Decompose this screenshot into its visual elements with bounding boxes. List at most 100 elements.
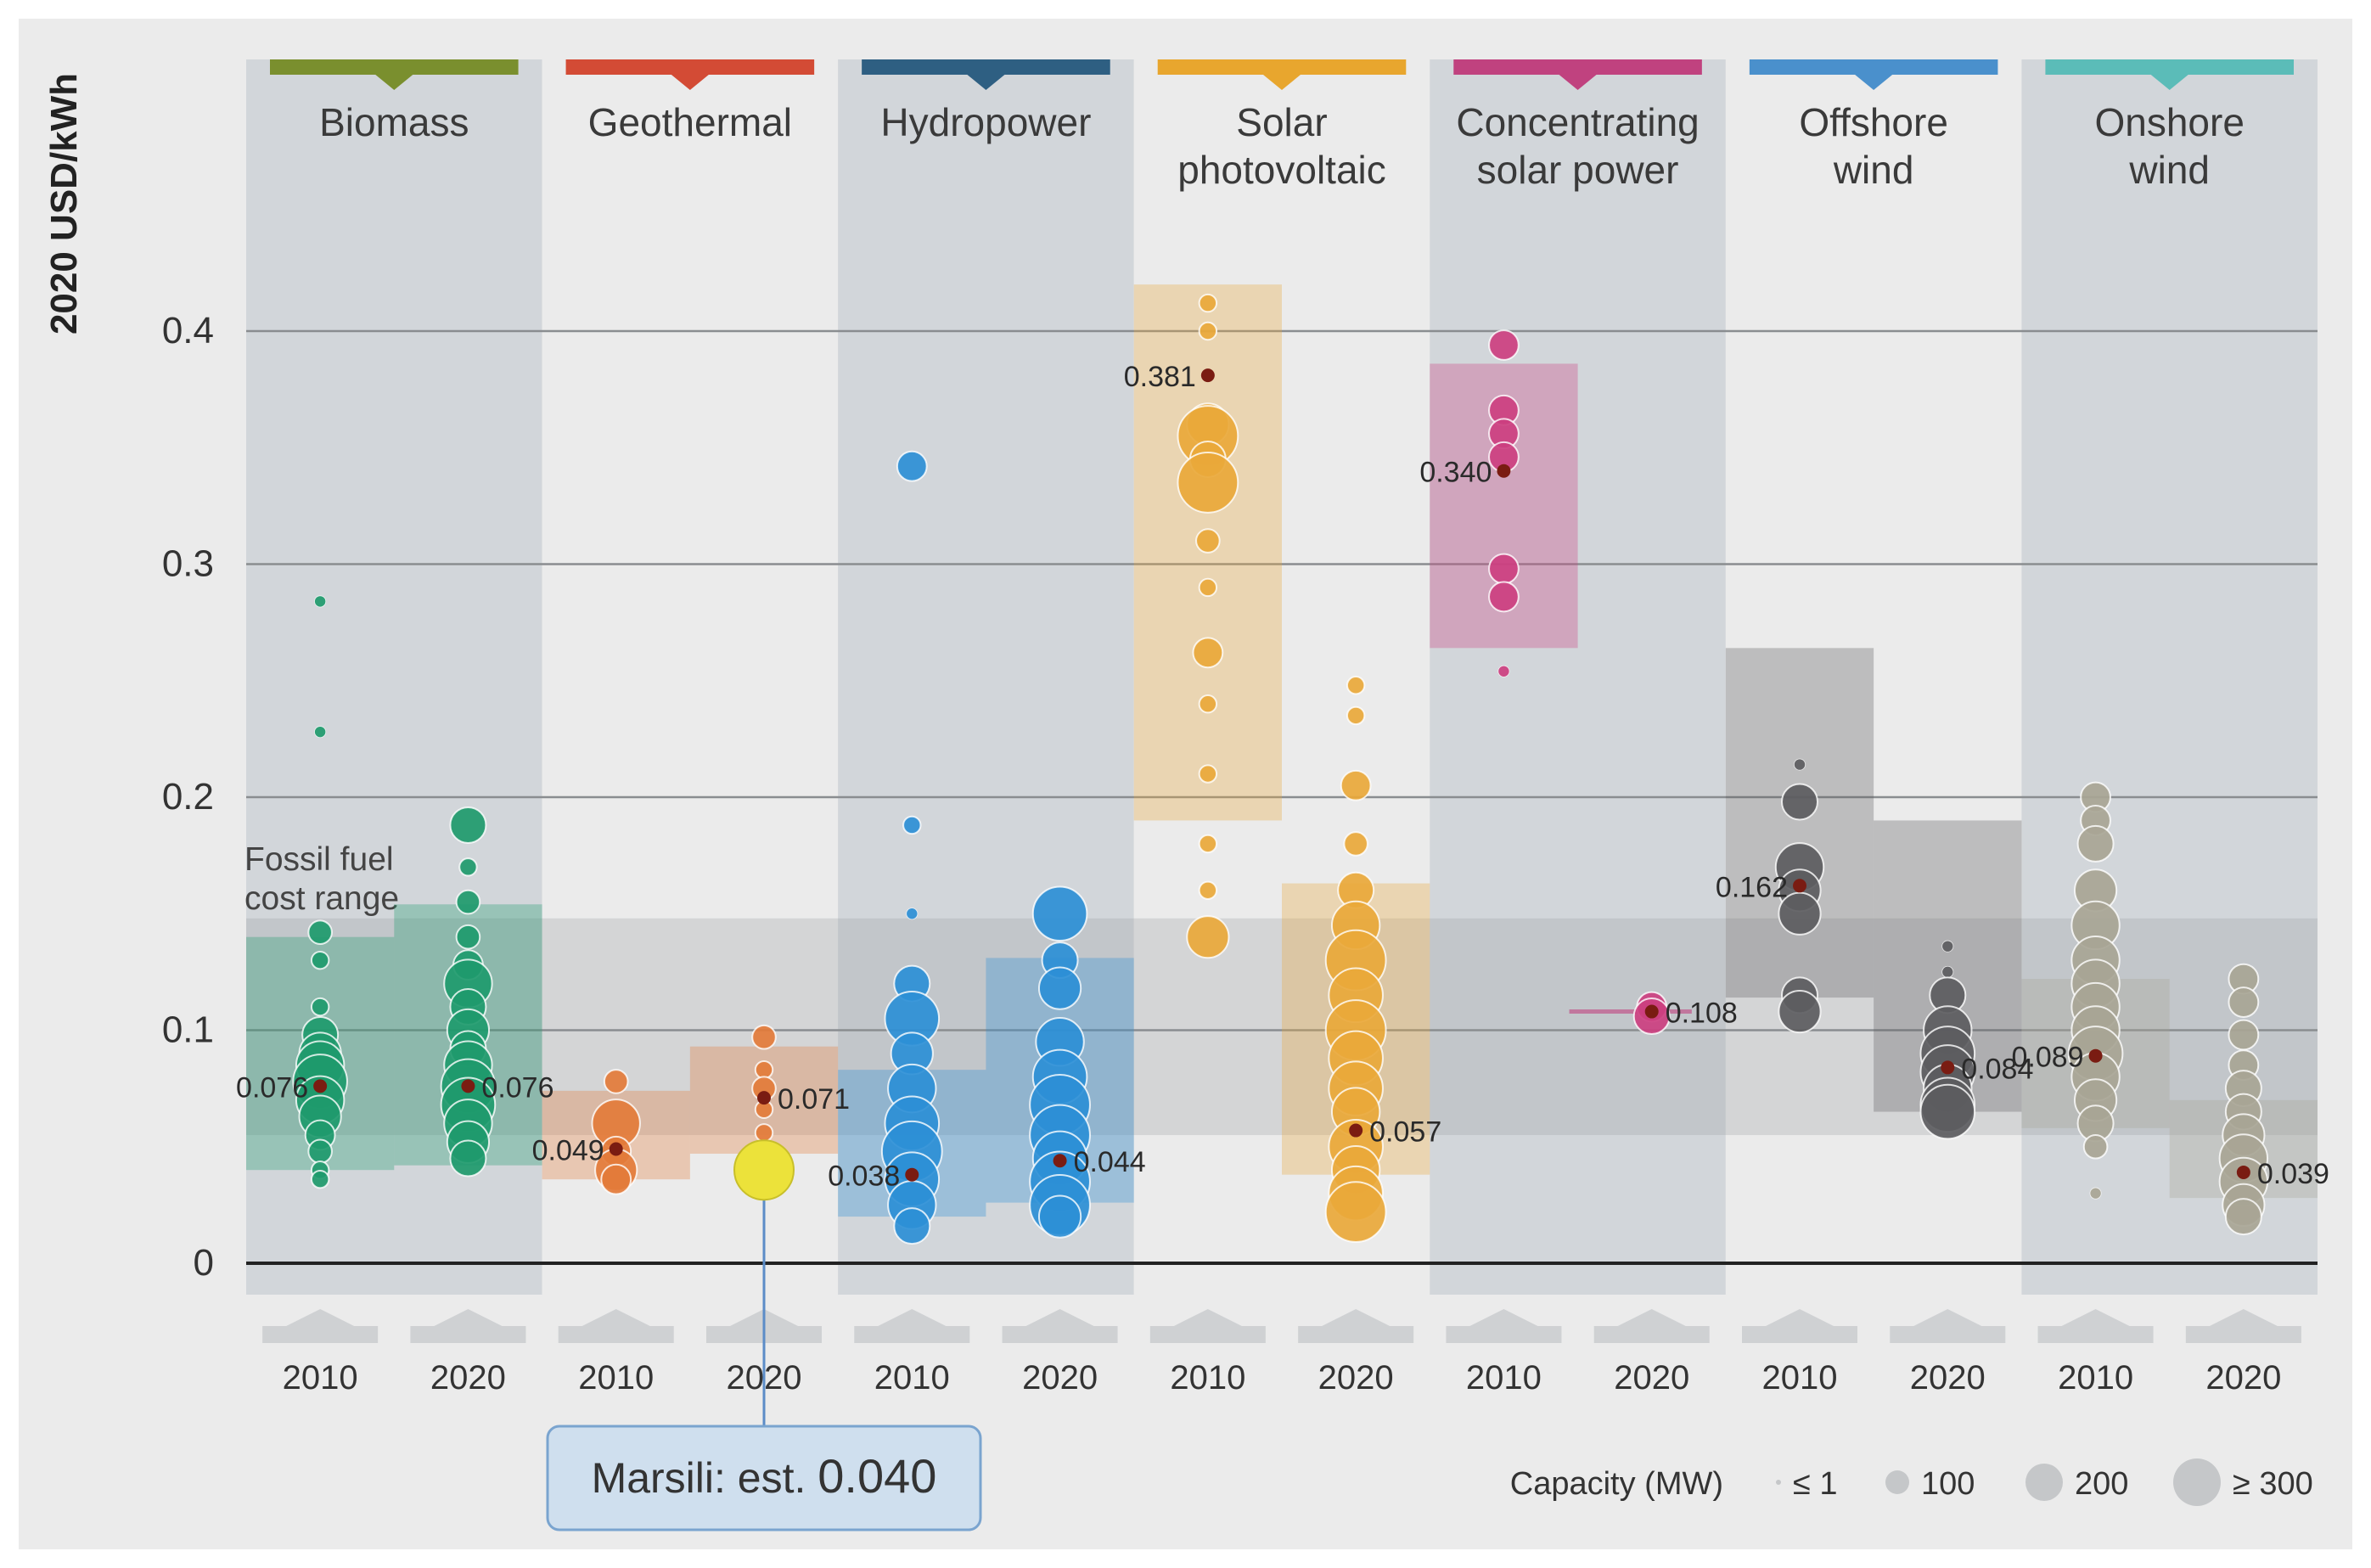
weighted-average-label: 0.057 <box>1369 1116 1441 1149</box>
weighted-average-marker <box>461 1079 475 1093</box>
data-point <box>1198 694 1218 714</box>
category-name: Offshore <box>1799 100 1948 144</box>
year-marker-triangle <box>1913 1309 1982 1326</box>
year-label: 2010 <box>1762 1359 1838 1397</box>
category-name: Solar <box>1236 100 1327 144</box>
y-tick-label: 0.3 <box>162 543 214 585</box>
data-point <box>2228 1019 2260 1051</box>
year-label: 2010 <box>578 1359 654 1397</box>
year-label: 2020 <box>2205 1359 2281 1397</box>
year-label: 2020 <box>1614 1359 1689 1397</box>
y-tick-label: 0.2 <box>162 776 214 818</box>
data-point <box>314 595 327 608</box>
data-point <box>1781 783 1818 821</box>
year-marker-triangle <box>1766 1309 1834 1326</box>
weighted-average-marker <box>1200 368 1215 383</box>
data-point <box>2076 824 2115 863</box>
data-point <box>449 1139 487 1177</box>
weighted-average-label: 0.044 <box>1074 1146 1146 1178</box>
data-point <box>449 806 487 844</box>
data-point <box>2089 1187 2102 1200</box>
data-point <box>902 815 922 835</box>
data-point <box>2224 1198 2262 1236</box>
year-label: 2020 <box>430 1359 506 1397</box>
year-label: 2010 <box>283 1359 358 1397</box>
data-point <box>1031 885 1088 942</box>
year-marker-triangle <box>582 1309 650 1326</box>
category-header-notch <box>375 75 413 90</box>
weighted-average-marker <box>2088 1048 2103 1063</box>
category-header-bar <box>1749 59 1998 75</box>
weighted-average-marker <box>1349 1123 1363 1138</box>
y-tick-label: 0.4 <box>162 310 214 351</box>
legend-marker <box>1885 1470 1909 1494</box>
data-point <box>1340 769 1372 801</box>
data-point <box>1941 940 1954 953</box>
year-label: 2020 <box>1318 1359 1394 1397</box>
data-point <box>1324 1181 1387 1244</box>
data-point <box>893 1207 931 1245</box>
fossil-fuel-label: Fossil fuel <box>244 841 394 878</box>
year-label: 2010 <box>2058 1359 2133 1397</box>
weighted-average-marker <box>1644 1004 1659 1019</box>
weighted-average-marker <box>1053 1154 1067 1168</box>
weighted-average-label: 0.381 <box>1124 361 1196 393</box>
weighted-average-label: 0.076 <box>481 1071 553 1104</box>
y-tick-label: 0 <box>194 1242 214 1284</box>
legend-marker <box>2173 1458 2221 1506</box>
data-point <box>455 924 481 950</box>
year-label: 2020 <box>1022 1359 1098 1397</box>
highlight-callout-label: Marsili: est. 0.040 <box>592 1449 937 1503</box>
weighted-average-label: 0.162 <box>1716 871 1788 903</box>
category-name: Hydropower <box>880 100 1091 144</box>
data-point <box>1497 665 1510 677</box>
year-marker-bar <box>1742 1326 1857 1343</box>
data-point <box>896 450 928 482</box>
weighted-average-label: 0.038 <box>828 1161 900 1193</box>
category-name: solar power <box>1477 148 1679 192</box>
data-point <box>1488 329 1520 361</box>
category-header-notch <box>967 75 1005 90</box>
category-name: wind <box>1833 148 1914 192</box>
legend-marker <box>2025 1464 2063 1501</box>
category-header-bar <box>2045 59 2294 75</box>
category-header-bar <box>862 59 1110 75</box>
weighted-average-marker <box>609 1142 623 1156</box>
data-point <box>1037 966 1082 1010</box>
year-marker-bar <box>1002 1326 1118 1343</box>
weighted-average-marker <box>1793 879 1806 893</box>
data-point <box>458 857 478 877</box>
weighted-average-marker <box>313 1079 328 1093</box>
data-point <box>754 1059 774 1080</box>
year-label: 2020 <box>1910 1359 1986 1397</box>
highlight-point <box>733 1139 795 1201</box>
data-point <box>1346 705 1366 726</box>
highlight-callout-box <box>546 1425 982 1531</box>
data-point <box>1793 758 1806 771</box>
data-point <box>2082 1133 2109 1160</box>
category-name: photovoltaic <box>1177 148 1386 192</box>
category-name: Biomass <box>319 100 469 144</box>
data-point <box>906 908 919 920</box>
category-name: wind <box>2128 148 2210 192</box>
year-marker-bar <box>558 1326 674 1343</box>
data-point <box>1198 834 1218 854</box>
year-marker-triangle <box>878 1309 947 1326</box>
legend-label: 100 <box>1921 1466 1975 1502</box>
data-point <box>600 1163 632 1195</box>
weighted-average-label: 0.049 <box>532 1134 604 1166</box>
year-marker-bar <box>410 1326 526 1343</box>
data-point <box>1778 989 1822 1034</box>
year-marker-triangle <box>434 1309 503 1326</box>
data-point <box>1037 1194 1082 1239</box>
weighted-average-label: 0.108 <box>1666 998 1738 1030</box>
year-marker-bar <box>262 1326 379 1343</box>
year-marker-bar <box>1149 1326 1266 1343</box>
data-point <box>310 1169 330 1189</box>
year-marker-bar <box>854 1326 970 1343</box>
category-name: Onshore <box>2094 100 2244 144</box>
data-point <box>1186 915 1230 959</box>
data-point <box>310 950 330 970</box>
weighted-average-label: 0.071 <box>778 1083 850 1116</box>
data-point <box>455 889 481 915</box>
